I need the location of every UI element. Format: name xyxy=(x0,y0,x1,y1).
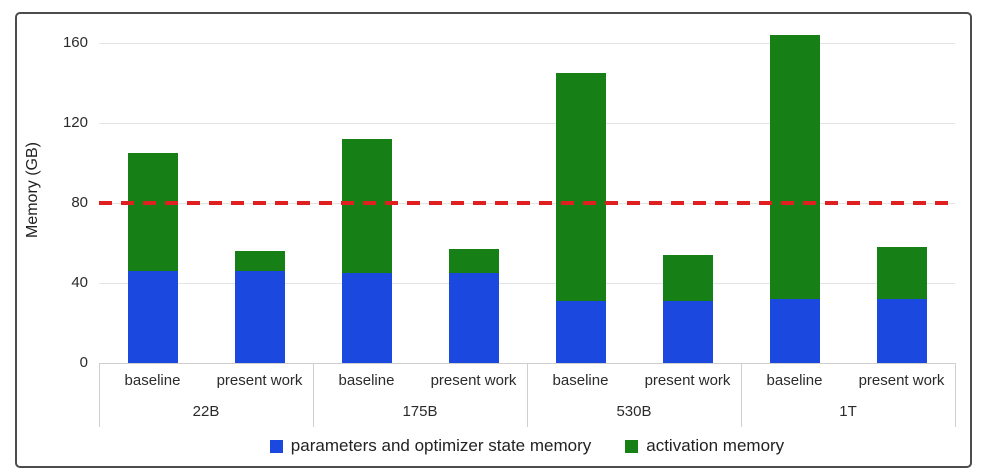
group-divider xyxy=(741,363,742,427)
bar-530B-present-work xyxy=(662,255,713,363)
bar-530B-baseline xyxy=(555,73,606,363)
bar-label-present-work: present work xyxy=(430,372,517,389)
segment-parameters xyxy=(448,273,499,363)
group-divider xyxy=(955,363,956,427)
group-label-22B: 22B xyxy=(192,403,220,420)
bar-label-present-work: present work xyxy=(858,372,945,389)
legend-label-parameters: parameters and optimizer state memory xyxy=(290,436,592,455)
y-tick-label-0: 0 xyxy=(79,354,88,371)
group-divider xyxy=(99,363,100,427)
segment-activation xyxy=(876,247,927,299)
group-label-175B: 175B xyxy=(402,403,438,420)
bar-22B-present-work xyxy=(234,251,285,363)
segment-activation xyxy=(555,73,606,301)
bar-label-baseline: baseline xyxy=(766,372,823,389)
legend: parameters and optimizer state memory ac… xyxy=(99,435,955,457)
segment-activation xyxy=(234,251,285,271)
segment-parameters xyxy=(234,271,285,363)
bar-label-baseline: baseline xyxy=(338,372,395,389)
group-divider xyxy=(527,363,528,427)
segment-parameters xyxy=(769,299,820,363)
segment-activation xyxy=(341,139,392,273)
legend-item-parameters: parameters and optimizer state memory xyxy=(269,436,592,456)
y-tick-label-120: 120 xyxy=(62,114,88,131)
y-tick-label-40: 40 xyxy=(71,274,88,291)
bar-175B-present-work xyxy=(448,249,499,363)
segment-activation xyxy=(448,249,499,273)
segment-activation xyxy=(769,35,820,299)
y-tick-label-80: 80 xyxy=(71,194,88,211)
legend-swatch-activation-icon xyxy=(625,439,639,453)
bar-label-baseline: baseline xyxy=(124,372,181,389)
segment-activation xyxy=(127,153,178,271)
legend-label-activation: activation memory xyxy=(646,436,785,455)
memory-limit-dashed-line xyxy=(99,201,951,205)
group-label-1T: 1T xyxy=(839,403,857,420)
segment-activation xyxy=(662,255,713,301)
gridline-40 xyxy=(99,283,955,284)
bar-1T-present-work xyxy=(876,247,927,363)
y-axis-title: Memory (GB) xyxy=(24,142,41,238)
group-label-530B: 530B xyxy=(616,403,652,420)
segment-parameters xyxy=(341,273,392,363)
segment-parameters xyxy=(127,271,178,363)
legend-swatch-parameters-icon xyxy=(269,439,283,453)
bar-175B-baseline xyxy=(341,139,392,363)
y-tick-label-160: 160 xyxy=(62,34,88,51)
group-divider xyxy=(313,363,314,427)
bar-label-baseline: baseline xyxy=(552,372,609,389)
segment-parameters xyxy=(555,301,606,363)
gridline-120 xyxy=(99,123,955,124)
segment-parameters xyxy=(876,299,927,363)
segment-parameters xyxy=(662,301,713,363)
bar-label-present-work: present work xyxy=(216,372,303,389)
bar-1T-baseline xyxy=(769,35,820,363)
bar-22B-baseline xyxy=(127,153,178,363)
gridline-160 xyxy=(99,43,955,44)
bar-label-present-work: present work xyxy=(644,372,731,389)
legend-item-activation: activation memory xyxy=(625,436,784,456)
